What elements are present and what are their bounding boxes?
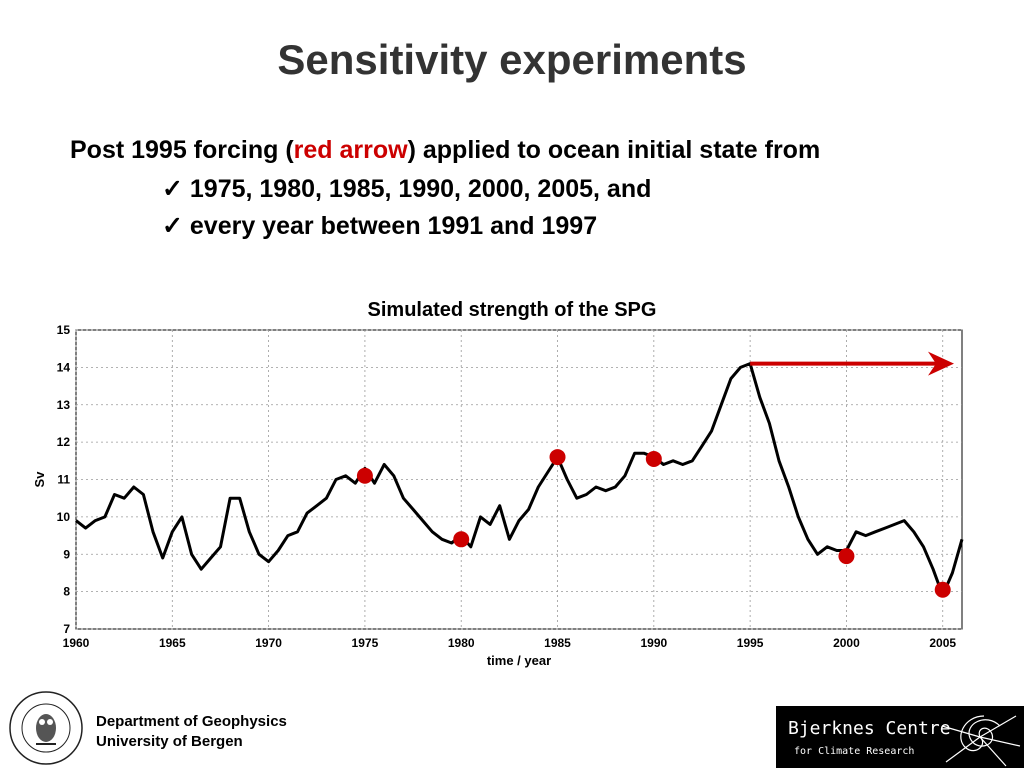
x-tick-label: 1980 [448, 636, 475, 650]
x-axis-label: time / year [487, 653, 551, 668]
y-tick-label: 14 [57, 360, 71, 374]
department-name: Department of Geophysics [96, 713, 287, 730]
bullet-years: ✓ 1975, 1980, 1985, 1990, 2000, 2005, an… [162, 175, 652, 203]
y-tick-label: 13 [57, 398, 71, 412]
y-tick-label: 8 [63, 585, 70, 599]
x-tick-label: 1995 [737, 636, 764, 650]
x-tick-label: 2005 [929, 636, 956, 650]
spg-series-line [75, 362, 964, 597]
intro-highlight-red-arrow: red arrow [293, 136, 408, 164]
initial-state-marker [934, 581, 951, 598]
bjerknes-logo: Bjerknes Centre for Climate Research [776, 706, 1024, 768]
intro-text-before: Post 1995 forcing ( [70, 136, 294, 164]
spiral-icon [941, 715, 1021, 767]
intro-text-after: ) applied to ocean initial state from [407, 136, 821, 164]
y-tick-label: 12 [57, 435, 71, 449]
initial-state-marker [453, 531, 470, 548]
initial-state-marker [838, 548, 855, 565]
initial-state-marker [356, 467, 373, 484]
x-tick-label: 1990 [640, 636, 667, 650]
x-tick-label: 1975 [352, 636, 379, 650]
y-tick-label: 10 [57, 510, 71, 524]
x-tick-label: 2000 [833, 636, 860, 650]
y-tick-label: 11 [57, 473, 70, 487]
university-seal-icon [9, 691, 83, 765]
plot-area [75, 329, 963, 630]
bjerknes-name: Bjerknes Centre [788, 718, 951, 739]
initial-state-marker [645, 450, 662, 467]
x-tick-label: 1985 [544, 636, 571, 650]
intro-text: Post 1995 forcing (red arrow) applied to… [70, 136, 820, 165]
y-tick-label: 9 [63, 547, 70, 561]
x-tick-label: 1960 [63, 636, 90, 650]
red-arrow-head [928, 351, 954, 376]
y-axis-label: Sv [32, 471, 47, 488]
slide-title: Sensitivity experiments [277, 36, 747, 83]
spg-chart: 1960 1965 1970 1975 1980 1985 1990 1995 2000 2005… [32, 323, 964, 668]
y-tick-label: 15 [57, 323, 71, 337]
initial-state-marker [549, 449, 566, 466]
university-name: University of Bergen [96, 733, 243, 750]
department-label: Department of Geophysics University of B… [96, 712, 287, 752]
bullet-every-year: ✓ every year between 1991 and 1997 [162, 212, 598, 240]
y-tick-label: 7 [63, 622, 70, 636]
chart-title: Simulated strength of the SPG [367, 299, 657, 321]
x-tick-label: 1965 [159, 636, 186, 650]
bjerknes-subtitle: for Climate Research [794, 746, 915, 757]
x-tick-label: 1970 [255, 636, 282, 650]
